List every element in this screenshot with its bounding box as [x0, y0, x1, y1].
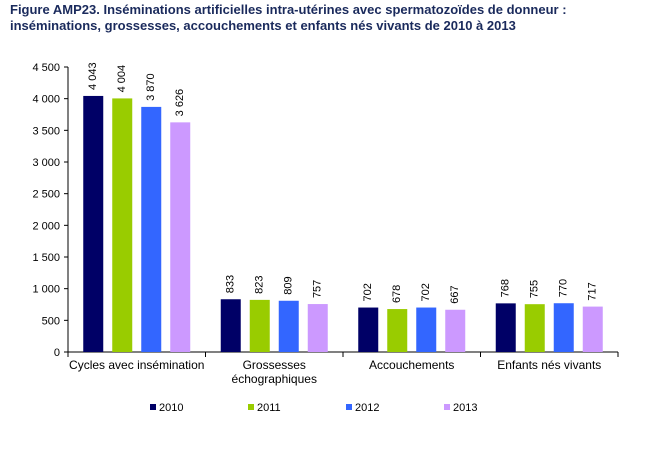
chart-title: Figure AMP23. Inséminations artificielle…: [10, 2, 655, 34]
bar: [83, 95, 104, 353]
bar: [307, 304, 328, 352]
bar: [445, 309, 466, 352]
bar: [495, 303, 516, 352]
legend-swatch: [444, 404, 450, 410]
data-label: 717: [587, 282, 599, 300]
bar: [553, 303, 574, 352]
bar: [582, 306, 603, 352]
data-label: 757: [312, 280, 324, 298]
bar: [524, 304, 545, 352]
figure-number: Figure AMP23.: [10, 2, 100, 17]
data-label: 3 870: [145, 73, 157, 101]
data-label: 755: [529, 280, 541, 298]
bar: [416, 307, 437, 352]
data-label: 770: [558, 279, 570, 297]
data-label: 667: [449, 285, 461, 303]
category-label: Enfants nés vivants: [497, 358, 601, 372]
category-label: Accouchements: [369, 358, 454, 372]
legend-label: 2010: [159, 402, 183, 414]
y-tick-label: 0: [54, 347, 60, 359]
bar: [112, 98, 133, 352]
figure-title: Inséminations artificielles intra-utérin…: [10, 2, 567, 33]
legend-label: 2012: [355, 402, 379, 414]
data-label: 833: [225, 275, 237, 293]
data-label: 702: [420, 283, 432, 301]
data-label: 4 004: [116, 65, 128, 93]
y-tick-label: 3 500: [32, 125, 60, 137]
legend-swatch: [346, 404, 352, 410]
y-tick-label: 4 500: [32, 62, 60, 74]
y-tick-label: 500: [42, 315, 60, 327]
y-tick-label: 1 500: [32, 252, 60, 264]
legend-label: 2013: [453, 402, 477, 414]
data-label: 4 043: [87, 62, 99, 90]
y-tick-label: 2 000: [32, 220, 60, 232]
y-tick-label: 4 000: [32, 94, 60, 106]
data-label: 702: [362, 283, 374, 301]
bar: [278, 300, 299, 352]
data-label: 809: [283, 276, 295, 294]
y-tick-label: 3 000: [32, 157, 60, 169]
y-tick-label: 2 500: [32, 189, 60, 201]
bar: [387, 309, 408, 352]
data-label: 823: [254, 276, 266, 294]
data-label: 678: [391, 285, 403, 303]
data-label: 3 626: [174, 89, 186, 117]
legend-swatch: [248, 404, 254, 410]
category-label: Cycles avec insémination: [69, 358, 204, 372]
category-label: échographiques: [232, 372, 317, 386]
bar: [220, 299, 241, 352]
bar: [141, 106, 162, 353]
y-tick-label: 1 000: [32, 284, 60, 296]
legend-swatch: [150, 404, 156, 410]
bar: [358, 307, 379, 352]
legend-label: 2011: [257, 402, 281, 414]
bar: [249, 299, 270, 352]
bar: [170, 122, 191, 352]
data-label: 768: [500, 279, 512, 297]
category-label: Grossesses: [243, 358, 306, 372]
